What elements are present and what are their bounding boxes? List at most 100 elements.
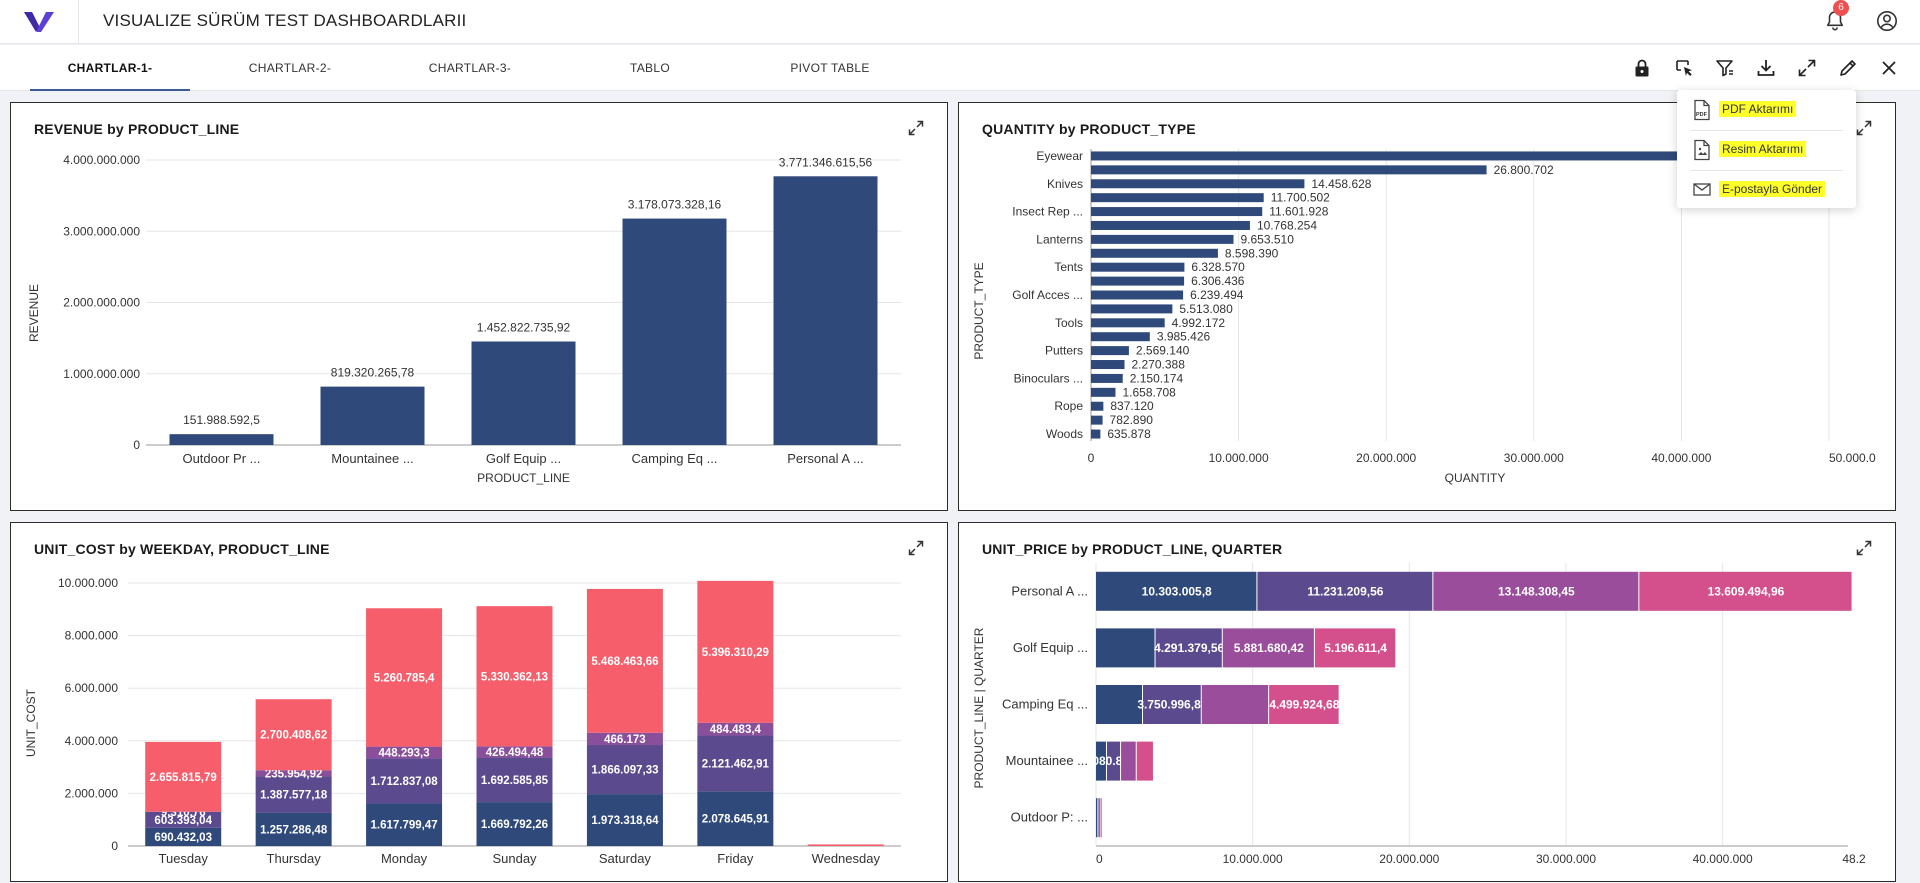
unit-cost-stacked-bar-chart: 02.000.0004.000.0006.000.0008.000.00010.… bbox=[11, 523, 949, 883]
segment-value-label: 1.866.097,33 bbox=[591, 765, 658, 777]
x-tick-label: 0 bbox=[1096, 852, 1103, 866]
bar-value-label: 6.306.436 bbox=[1191, 274, 1245, 288]
y-tick-label: Personal A ... bbox=[1011, 583, 1088, 598]
y-tick-label: 4.000.000.000 bbox=[63, 153, 140, 167]
image-file-icon bbox=[1692, 139, 1712, 161]
y-tick-label: Outdoor P: ... bbox=[1011, 810, 1088, 825]
bar-value-label: 11.700.502 bbox=[1271, 191, 1330, 205]
y-tick-label: Golf Acces ... bbox=[1012, 288, 1083, 302]
bar-value-label: 1.658.708 bbox=[1122, 385, 1176, 399]
stacked-bar-segment bbox=[1121, 742, 1136, 781]
x-tick-label: Tuesday bbox=[159, 851, 209, 866]
revenue-bar-chart: 01.000.000.0002.000.000.0003.000.000.000… bbox=[11, 103, 949, 512]
segment-value-label: 2.655.815,79 bbox=[150, 772, 217, 784]
bar bbox=[321, 387, 425, 445]
y-tick-label: 0 bbox=[111, 839, 118, 853]
close-icon[interactable] bbox=[1878, 57, 1900, 79]
x-tick-label: Sunday bbox=[492, 851, 537, 866]
stacked-bar-segment bbox=[1101, 798, 1102, 837]
bar-value-label: 151.988.592,5 bbox=[183, 413, 260, 427]
bar-value-label: 782.890 bbox=[1110, 413, 1154, 427]
tab-pivot-table[interactable]: PIVOT TABLE bbox=[750, 45, 910, 91]
bar bbox=[1091, 193, 1264, 202]
y-tick-label: 2.000.000.000 bbox=[63, 296, 140, 310]
x-tick-label: 40.000.000 bbox=[1693, 852, 1753, 866]
filter-icon[interactable] bbox=[1714, 57, 1736, 79]
x-axis-label: PRODUCT_LINE bbox=[477, 471, 570, 485]
bar-value-label: 9.653.510 bbox=[1240, 232, 1294, 246]
segment-value-label: 1.692.585,85 bbox=[481, 775, 549, 787]
brand-logo-icon[interactable] bbox=[22, 8, 56, 36]
tab-bar: CHARTLAR-1- CHARTLAR-2- CHARTLAR-3- TABL… bbox=[0, 45, 1920, 91]
segment-value-label: 13.609.494,96 bbox=[1708, 584, 1785, 598]
fullscreen-icon[interactable] bbox=[1796, 57, 1818, 79]
export-image-item[interactable]: Resim Aktarımı bbox=[1677, 130, 1856, 170]
segment-value-label: 4.291.379,56 bbox=[1154, 641, 1224, 655]
stacked-bar-segment bbox=[1096, 798, 1097, 837]
bar bbox=[1091, 332, 1150, 341]
tab-chartlar-3[interactable]: CHARTLAR-3- bbox=[390, 45, 550, 91]
y-tick-label: 6.000.000 bbox=[65, 681, 119, 695]
segment-value-label: 5.260.785,4 bbox=[374, 672, 435, 684]
y-tick-label: 2.000.000 bbox=[65, 786, 119, 800]
header-divider bbox=[78, 0, 79, 44]
x-tick-label: Outdoor Pr ... bbox=[182, 451, 260, 466]
bar bbox=[1091, 179, 1304, 188]
x-tick-label: 10.000.000 bbox=[1209, 451, 1269, 465]
segment-value-label: 2.700.408,62 bbox=[260, 730, 327, 742]
stacked-bar-segment bbox=[1202, 685, 1268, 724]
bar bbox=[1091, 416, 1103, 425]
segment-value-label: 690.432,03 bbox=[154, 832, 212, 844]
bar-value-label: 2.270.388 bbox=[1132, 358, 1186, 372]
segment-value-label: 1.973.318,64 bbox=[591, 815, 659, 827]
y-axis-label: PRODUCT_LINE | QUARTER bbox=[972, 627, 986, 788]
y-tick-label: Knives bbox=[1047, 177, 1083, 191]
segment-value-label: 2.078.645,91 bbox=[702, 814, 770, 826]
y-tick-label: Camping Eq ... bbox=[1002, 697, 1088, 712]
cursor-select-icon[interactable] bbox=[1673, 57, 1695, 79]
x-tick-label: 30.000.000 bbox=[1536, 852, 1596, 866]
bar-value-label: 837.120 bbox=[1110, 399, 1154, 413]
bar bbox=[1091, 207, 1262, 216]
x-tick-label: Personal A ... bbox=[787, 451, 864, 466]
tab-chartlar-1[interactable]: CHARTLAR-1- bbox=[30, 45, 190, 91]
tab-chartlar-2[interactable]: CHARTLAR-2- bbox=[210, 45, 370, 91]
segment-value-label: 1.080.873,3 bbox=[1082, 754, 1146, 768]
segment-value-label: 1.387.577,18 bbox=[260, 790, 328, 802]
y-tick-label: 0 bbox=[133, 438, 140, 452]
bar bbox=[623, 219, 727, 445]
bar-value-label: 6.328.570 bbox=[1191, 260, 1245, 274]
bar bbox=[1091, 151, 1696, 160]
segment-value-label: 426.494,48 bbox=[486, 747, 544, 759]
bar bbox=[170, 434, 274, 445]
send-email-item[interactable]: E-postayla Gönder bbox=[1677, 170, 1856, 210]
x-tick-label: Thursday bbox=[267, 851, 322, 866]
user-account-icon[interactable] bbox=[1875, 9, 1899, 33]
bar-value-label: 2.569.140 bbox=[1136, 344, 1190, 358]
svg-text:PDF: PDF bbox=[1696, 112, 1708, 118]
edit-icon[interactable] bbox=[1837, 57, 1859, 79]
bar bbox=[1091, 277, 1184, 286]
stacked-bar-segment bbox=[808, 844, 884, 846]
segment-value-label: 448.293,3 bbox=[378, 748, 429, 760]
lock-icon[interactable] bbox=[1631, 57, 1653, 79]
send-email-label: E-postayla Gönder bbox=[1719, 181, 1825, 197]
segment-value-label: 5.196.611,4 bbox=[1324, 641, 1387, 655]
x-axis-label: QUANTITY bbox=[1445, 471, 1506, 485]
bar-value-label: 10.768.254 bbox=[1257, 218, 1317, 232]
pdf-file-icon: PDF bbox=[1692, 99, 1712, 121]
bar bbox=[1091, 165, 1487, 174]
export-pdf-item[interactable]: PDF PDF Aktarımı bbox=[1677, 90, 1856, 130]
x-tick-label: 40.000.000 bbox=[1651, 451, 1711, 465]
x-tick-label: 10.000.000 bbox=[1223, 852, 1283, 866]
bar bbox=[1091, 235, 1233, 244]
download-icon[interactable] bbox=[1755, 57, 1777, 79]
export-pdf-label: PDF Aktarımı bbox=[1719, 101, 1796, 117]
segment-value-label: 4.499.924,68 bbox=[1269, 698, 1339, 712]
segment-value-label: 5.396.310,29 bbox=[702, 647, 769, 659]
bar-value-label: 14.458.628 bbox=[1311, 177, 1371, 191]
bar-value-label: 2.150.174 bbox=[1130, 371, 1184, 385]
tab-tablo[interactable]: TABLO bbox=[570, 45, 730, 91]
segment-value-label: 3.750.996,82 bbox=[1137, 698, 1207, 712]
